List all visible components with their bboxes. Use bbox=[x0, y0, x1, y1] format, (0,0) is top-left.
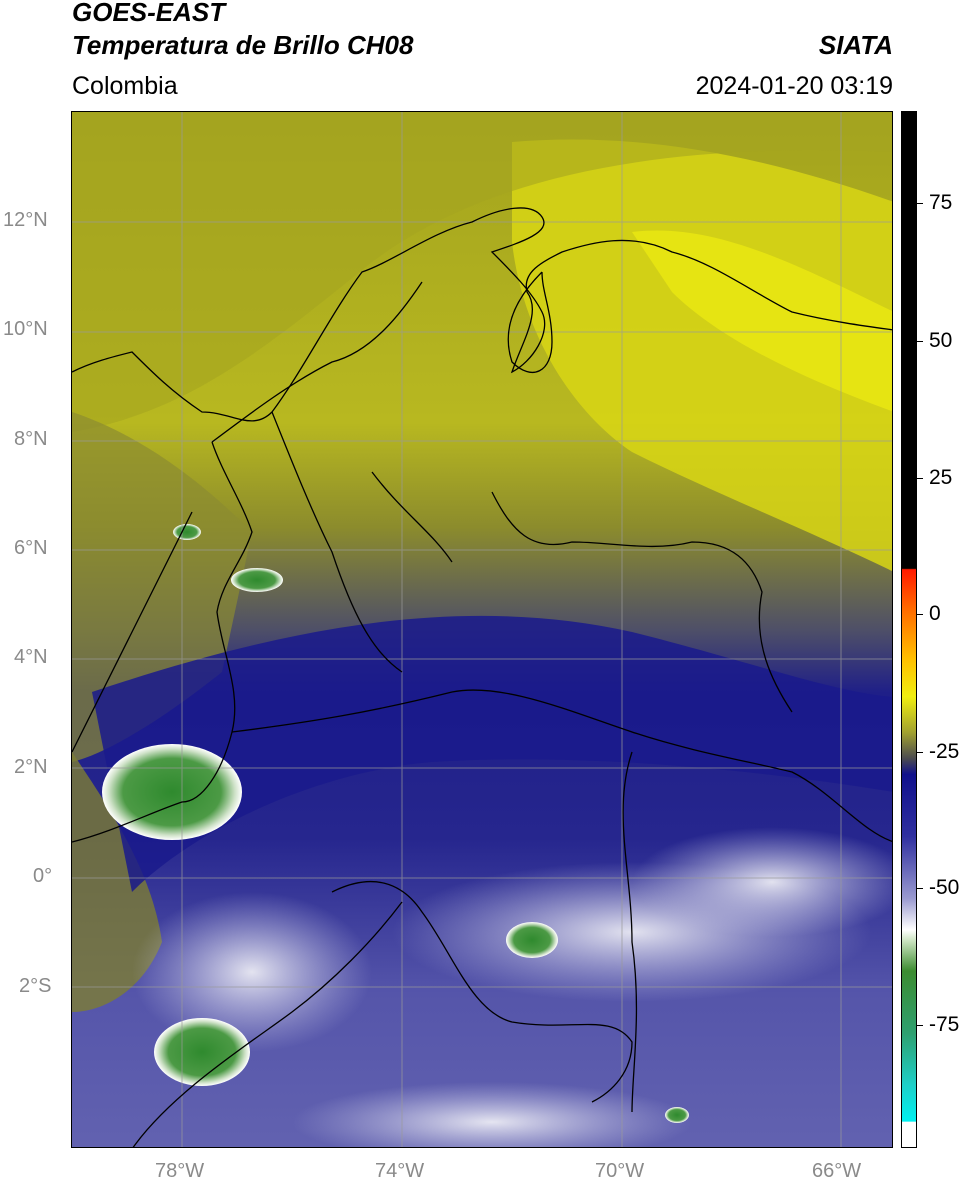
colorbar-label-0: 0 bbox=[929, 602, 941, 625]
map-panel bbox=[71, 111, 893, 1148]
lat-label-2n: 2°N bbox=[14, 756, 48, 778]
colorbar-label-neg75: -75 bbox=[929, 1013, 960, 1036]
lat-label-6n: 6°N bbox=[14, 537, 48, 559]
coastlines-and-borders bbox=[72, 207, 892, 1147]
lon-label-78w: 78°W bbox=[155, 1160, 205, 1182]
convective-core-southeast bbox=[665, 1107, 689, 1123]
subtitle-datetime: 2024-01-20 03:19 bbox=[695, 72, 893, 100]
lat-label-10n: 10°N bbox=[3, 318, 48, 340]
lat-label-12n: 12°N bbox=[3, 209, 48, 231]
title-agency: SIATA bbox=[818, 30, 893, 60]
warm-yellow-region bbox=[512, 139, 892, 572]
brightness-temperature-map bbox=[72, 112, 892, 1147]
title-satellite: GOES-EAST bbox=[72, 0, 226, 27]
colorbar bbox=[901, 111, 917, 1148]
colorbar-label-neg50: -50 bbox=[929, 876, 960, 899]
lat-label-2s: 2°S bbox=[19, 975, 52, 997]
convective-core-southwest bbox=[154, 1018, 250, 1086]
subtitle-region: Colombia bbox=[72, 72, 178, 100]
lon-label-70w: 70°W bbox=[595, 1160, 645, 1182]
convective-core-amazon bbox=[506, 922, 558, 958]
warmest-yellow-region bbox=[632, 230, 892, 412]
cirrus-cloud-southwest bbox=[132, 892, 372, 1052]
convective-core-uraba bbox=[173, 524, 201, 540]
olive-region-north bbox=[72, 112, 892, 432]
colorbar-gradient bbox=[902, 112, 916, 1147]
colorbar-tick-25 bbox=[917, 478, 923, 479]
convective-core-andes bbox=[231, 568, 283, 592]
cirrus-cloud-northeast bbox=[632, 827, 892, 937]
colorbar-label-neg25: -25 bbox=[929, 740, 960, 763]
colorbar-tick-neg25 bbox=[917, 752, 923, 753]
cirrus-cloud-south bbox=[292, 1082, 692, 1147]
colorbar-label-25: 25 bbox=[929, 466, 953, 489]
colorbar-label-50: 50 bbox=[929, 329, 953, 352]
colorbar-fill bbox=[902, 112, 916, 1147]
colorbar-tick-50 bbox=[917, 341, 923, 342]
lon-label-66w: 66°W bbox=[812, 1160, 862, 1182]
lat-label-0: 0° bbox=[33, 865, 53, 887]
colorbar-tick-0 bbox=[917, 614, 923, 615]
graticule bbox=[72, 112, 892, 1147]
cold-cloud-belt bbox=[92, 615, 892, 892]
title-product: Temperatura de Brillo CH08 bbox=[72, 30, 414, 60]
colorbar-tick-75 bbox=[917, 203, 923, 204]
lat-label-4n: 4°N bbox=[14, 646, 48, 668]
lat-label-8n: 8°N bbox=[14, 428, 48, 450]
colorbar-tick-neg50 bbox=[917, 888, 923, 889]
colorbar-tick-neg75 bbox=[917, 1025, 923, 1026]
lon-label-74w: 74°W bbox=[375, 1160, 425, 1182]
colorbar-label-75: 75 bbox=[929, 191, 953, 214]
